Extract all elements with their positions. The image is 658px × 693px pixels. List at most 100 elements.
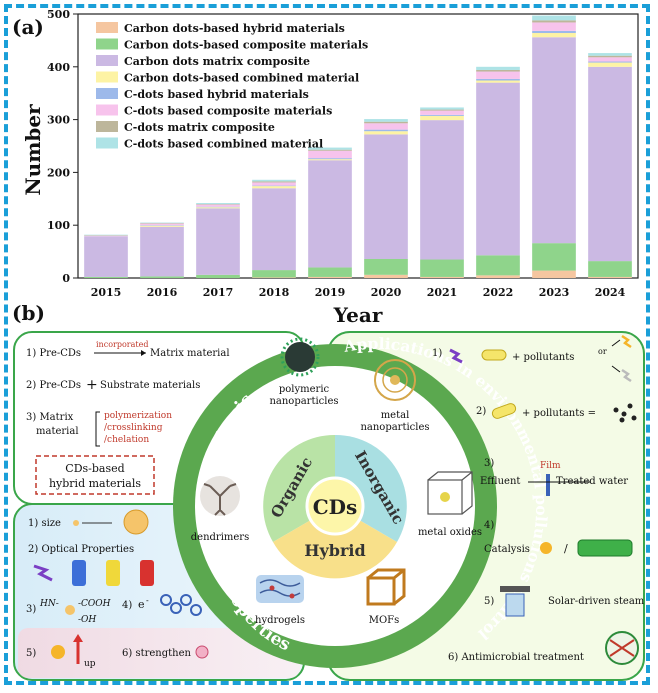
- metal-label-2: nanoparticles: [360, 422, 429, 433]
- bar-segment: [364, 129, 408, 132]
- x-axis-ticks: 2015 2016 2017 2018 2019 2020 2021 2022 2023 2024: [91, 286, 626, 299]
- bar-segment: [364, 131, 408, 135]
- bar-segment: [140, 223, 184, 224]
- bar-segment: [476, 80, 520, 83]
- x-tick-label: 2017: [203, 286, 234, 299]
- app4-sun-icon: [540, 542, 552, 554]
- bar-segment: [420, 114, 464, 116]
- app4-slash: /: [564, 542, 568, 555]
- bar-segment: [420, 120, 464, 260]
- synthesis-method-3: /chelation: [104, 435, 149, 445]
- polymeric-label-2: nanoparticles: [269, 396, 338, 407]
- x-tick-label: 2022: [483, 286, 514, 299]
- bar-segment: [420, 109, 464, 111]
- bar-segment: [532, 22, 576, 31]
- app2-particles-icon: [613, 403, 637, 423]
- legend-label: C-dots based composite materials: [124, 105, 332, 118]
- bar-segment: [476, 66, 520, 70]
- functional-dot-icon: [65, 605, 75, 615]
- bar-segment: [476, 82, 520, 256]
- bar-segment: [308, 267, 352, 277]
- app1-text: + pollutants: [512, 352, 574, 363]
- app2-text: + pollutants =: [522, 408, 596, 419]
- bar-segment: [532, 20, 576, 23]
- metal-label-1: metal: [381, 410, 410, 421]
- prop-electron-sup: -: [146, 596, 149, 605]
- y-tick-label: 400: [47, 61, 70, 74]
- legend-swatch: [96, 22, 118, 33]
- y-tick-label: 500: [47, 8, 70, 21]
- app2-capsule-icon: [491, 403, 517, 419]
- bar-segment: [588, 57, 632, 62]
- synthesis-bracket: [95, 411, 100, 447]
- legend-label: Carbon dots-based hybrid materials: [124, 22, 345, 35]
- app1-light-icon: [449, 348, 463, 364]
- app1-capsule-icon: [481, 349, 507, 361]
- bar-segment: [588, 276, 632, 278]
- bar-segment: [364, 274, 408, 278]
- legend-swatch: [96, 38, 118, 50]
- panel-a-label: (a): [12, 15, 44, 39]
- hybrid-label: Hybrid: [304, 541, 365, 560]
- bar-segment: [364, 134, 408, 259]
- bar-segment: [532, 33, 576, 38]
- app1-grey-bolt-icon: [621, 368, 632, 383]
- polymeric-label-1: polymeric: [279, 384, 330, 395]
- legend-label: Carbon dots matrix composite: [124, 55, 310, 68]
- bar-segment: [196, 274, 240, 278]
- dashed-frame: [4, 4, 650, 685]
- bar-segment: [532, 243, 576, 271]
- x-tick-label: 2020: [371, 286, 402, 299]
- bar-segment: [140, 225, 184, 227]
- bar-segment: [588, 261, 632, 277]
- app1-branch-arrows: [611, 339, 621, 373]
- bar-segment: [420, 107, 464, 110]
- bar-segment: [308, 276, 352, 278]
- x-axis-title: Year: [333, 303, 383, 327]
- bar-segment: [196, 204, 240, 207]
- metal-oxides-label: metal oxides: [418, 527, 482, 538]
- yellow-vial-icon: [106, 560, 120, 586]
- bar-segment: [252, 270, 296, 278]
- app1-or: or: [598, 347, 607, 356]
- center-circle: [305, 476, 365, 536]
- app6-text: 6) Antimicrobial treatment: [448, 652, 584, 663]
- bar-segment: [476, 255, 520, 276]
- bar-segment: [196, 207, 240, 209]
- bar-segment: [420, 259, 464, 277]
- synthesis-item2-plus: +: [86, 377, 98, 393]
- prop-oh: -OH: [78, 615, 96, 625]
- prop-up: up: [84, 659, 96, 669]
- bar-segment: [364, 119, 408, 122]
- bar-segment: [588, 55, 632, 58]
- app3-film: Film: [540, 461, 561, 471]
- hydrogel-icon: [256, 575, 304, 603]
- bar-segment: [196, 204, 240, 205]
- bar-segment: [252, 179, 296, 182]
- prop-item5: 5): [26, 648, 36, 659]
- bar-segment: [308, 147, 352, 150]
- synthesis-method-1: polymerization: [104, 411, 172, 421]
- prop-hn: HN-: [39, 599, 59, 609]
- prop-electron: e: [138, 598, 145, 611]
- synthesis-method-2: /crosslinking: [104, 423, 163, 433]
- app3-num: 3): [484, 458, 494, 469]
- hybrid-segment: [273, 506, 397, 579]
- y-axis-ticks: 0 100 200 300 400 500: [47, 8, 78, 285]
- bar-segment: [588, 53, 632, 56]
- x-tick-label: 2023: [539, 286, 570, 299]
- hybrid-box-line2: hybrid materials: [49, 477, 141, 490]
- app4-num: 4): [484, 520, 494, 531]
- bar-segment: [364, 123, 408, 130]
- prop-size: 1) size: [28, 518, 61, 529]
- dendrimers-label: dendrimers: [191, 532, 249, 543]
- bar-segment: [532, 15, 576, 21]
- bar-segment: [532, 270, 576, 278]
- bar-segment: [420, 115, 464, 121]
- sun-icon: [51, 645, 65, 659]
- legend-swatch: [96, 71, 118, 83]
- bar-segment: [196, 208, 240, 275]
- x-tick-label: 2024: [595, 286, 626, 299]
- bar-segment: [140, 226, 184, 277]
- legend-swatch: [96, 88, 118, 99]
